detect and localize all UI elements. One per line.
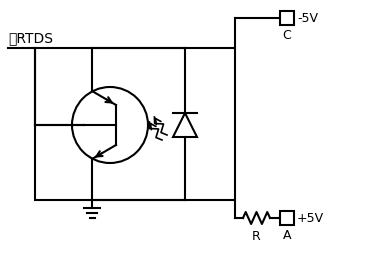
Bar: [280, 211, 294, 225]
Text: +5V: +5V: [297, 211, 324, 225]
Text: R: R: [252, 230, 261, 243]
Text: -5V: -5V: [297, 12, 318, 25]
Text: 至RTDS: 至RTDS: [8, 31, 53, 45]
Text: C: C: [283, 29, 291, 42]
Bar: [280, 11, 294, 25]
Circle shape: [72, 87, 148, 163]
Bar: [35, 48, 235, 200]
Text: A: A: [283, 229, 291, 242]
